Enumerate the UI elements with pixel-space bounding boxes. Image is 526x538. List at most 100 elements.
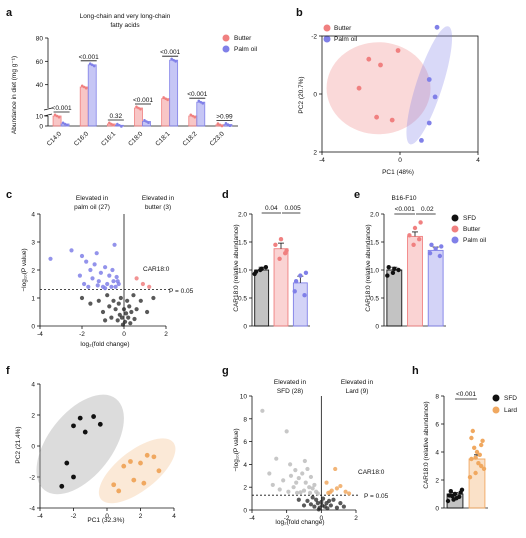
data-point bbox=[140, 281, 145, 287]
data-point bbox=[298, 273, 303, 278]
data-point bbox=[125, 298, 130, 303]
data-point bbox=[127, 304, 132, 309]
data-point bbox=[477, 452, 482, 457]
data-point bbox=[129, 309, 134, 315]
x-tick-label: 0 bbox=[398, 157, 402, 164]
p-value-label: 0.32 bbox=[110, 113, 123, 120]
data-point bbox=[301, 488, 307, 493]
x-tick-label: 2 bbox=[354, 515, 358, 522]
data-point bbox=[53, 113, 57, 117]
y-tick-label: 10 bbox=[36, 114, 44, 121]
data-point bbox=[312, 482, 317, 488]
data-point bbox=[316, 507, 321, 512]
p-value-label: <0.001 bbox=[456, 391, 476, 398]
data-point bbox=[324, 480, 329, 485]
y-tick-label: 0.5 bbox=[238, 296, 247, 303]
bar bbox=[79, 86, 89, 127]
data-point bbox=[328, 503, 333, 508]
legend-label: Butter bbox=[463, 226, 481, 233]
x-tick-label: C18:2 bbox=[181, 130, 198, 147]
data-point bbox=[191, 114, 195, 118]
panel-h: h CAR18:0 (relative abundance) SFD Lard bbox=[412, 365, 517, 489]
y-tick-label: 60 bbox=[36, 59, 44, 66]
data-point bbox=[90, 276, 95, 281]
data-point bbox=[284, 429, 289, 434]
y-axis-label: CAR18:0 (relative abundance) bbox=[365, 224, 372, 311]
data-point bbox=[63, 122, 67, 126]
data-point bbox=[346, 491, 352, 496]
data-point bbox=[113, 307, 118, 312]
data-point bbox=[315, 491, 320, 496]
data-point bbox=[107, 304, 112, 309]
data-point bbox=[294, 490, 300, 495]
data-point bbox=[307, 485, 312, 490]
data-point bbox=[137, 106, 140, 110]
data-point bbox=[277, 487, 282, 492]
bar bbox=[161, 98, 171, 127]
data-point bbox=[98, 270, 103, 275]
data-point bbox=[71, 474, 76, 480]
data-point bbox=[277, 256, 282, 261]
data-point bbox=[57, 115, 61, 119]
data-point bbox=[267, 471, 272, 476]
y-tick-label: 2 bbox=[313, 150, 317, 157]
y-axis-label: CAR18:0 (relative abundance) bbox=[233, 224, 240, 311]
data-point bbox=[94, 251, 99, 256]
data-point bbox=[286, 489, 291, 494]
data-point bbox=[103, 318, 108, 323]
point-label: CAR18:0 bbox=[143, 266, 170, 273]
data-point bbox=[473, 455, 478, 460]
data-point bbox=[390, 270, 396, 275]
data-point bbox=[450, 493, 455, 499]
y-tick-label: 0.5 bbox=[370, 296, 379, 303]
x-tick-label: C18:1 bbox=[154, 130, 171, 147]
data-point bbox=[65, 123, 69, 127]
y-axis-label: PC2 (20.7%) bbox=[298, 76, 305, 113]
y-tick-label: 8 bbox=[243, 416, 247, 423]
panel-letter: h bbox=[412, 365, 419, 377]
data-point bbox=[128, 321, 133, 326]
data-point bbox=[120, 125, 123, 128]
data-point bbox=[124, 311, 129, 316]
data-point bbox=[112, 123, 115, 127]
data-point bbox=[193, 115, 197, 119]
data-point bbox=[224, 122, 228, 125]
data-point bbox=[418, 220, 423, 225]
data-point bbox=[296, 497, 301, 502]
y-tick-label: 8 bbox=[435, 394, 439, 401]
data-point bbox=[86, 284, 91, 289]
x-tick-label: 4 bbox=[476, 157, 480, 164]
data-point bbox=[479, 463, 484, 469]
data-point bbox=[79, 253, 85, 259]
data-point bbox=[143, 119, 146, 122]
data-point bbox=[270, 482, 275, 488]
data-point bbox=[118, 295, 123, 301]
y-tick-label: 6 bbox=[243, 439, 247, 446]
data-point bbox=[293, 279, 299, 284]
y-tick-label: 0 bbox=[31, 324, 35, 331]
panel-letter: g bbox=[222, 365, 229, 377]
data-point bbox=[201, 102, 205, 105]
legend-label: Butter bbox=[234, 35, 252, 42]
data-point bbox=[120, 322, 126, 327]
data-point bbox=[114, 274, 119, 280]
axis-break bbox=[43, 107, 53, 111]
data-point bbox=[105, 281, 110, 287]
data-point bbox=[103, 265, 108, 270]
data-point bbox=[92, 64, 96, 68]
x-tick-label: C16:0 bbox=[73, 130, 90, 147]
data-point bbox=[189, 113, 193, 117]
data-point bbox=[331, 497, 336, 502]
data-point bbox=[139, 107, 142, 111]
data-point bbox=[105, 293, 110, 298]
x-tick-label: -4 bbox=[37, 331, 43, 338]
x-tick-label: -4 bbox=[249, 515, 255, 522]
data-point bbox=[144, 452, 150, 458]
panel-a: a Long-chain and very long-chain fatty a… bbox=[6, 7, 258, 134]
data-point bbox=[472, 445, 477, 450]
data-point bbox=[374, 114, 379, 120]
data-point bbox=[417, 237, 422, 242]
data-point bbox=[84, 259, 89, 264]
data-point bbox=[407, 233, 412, 238]
